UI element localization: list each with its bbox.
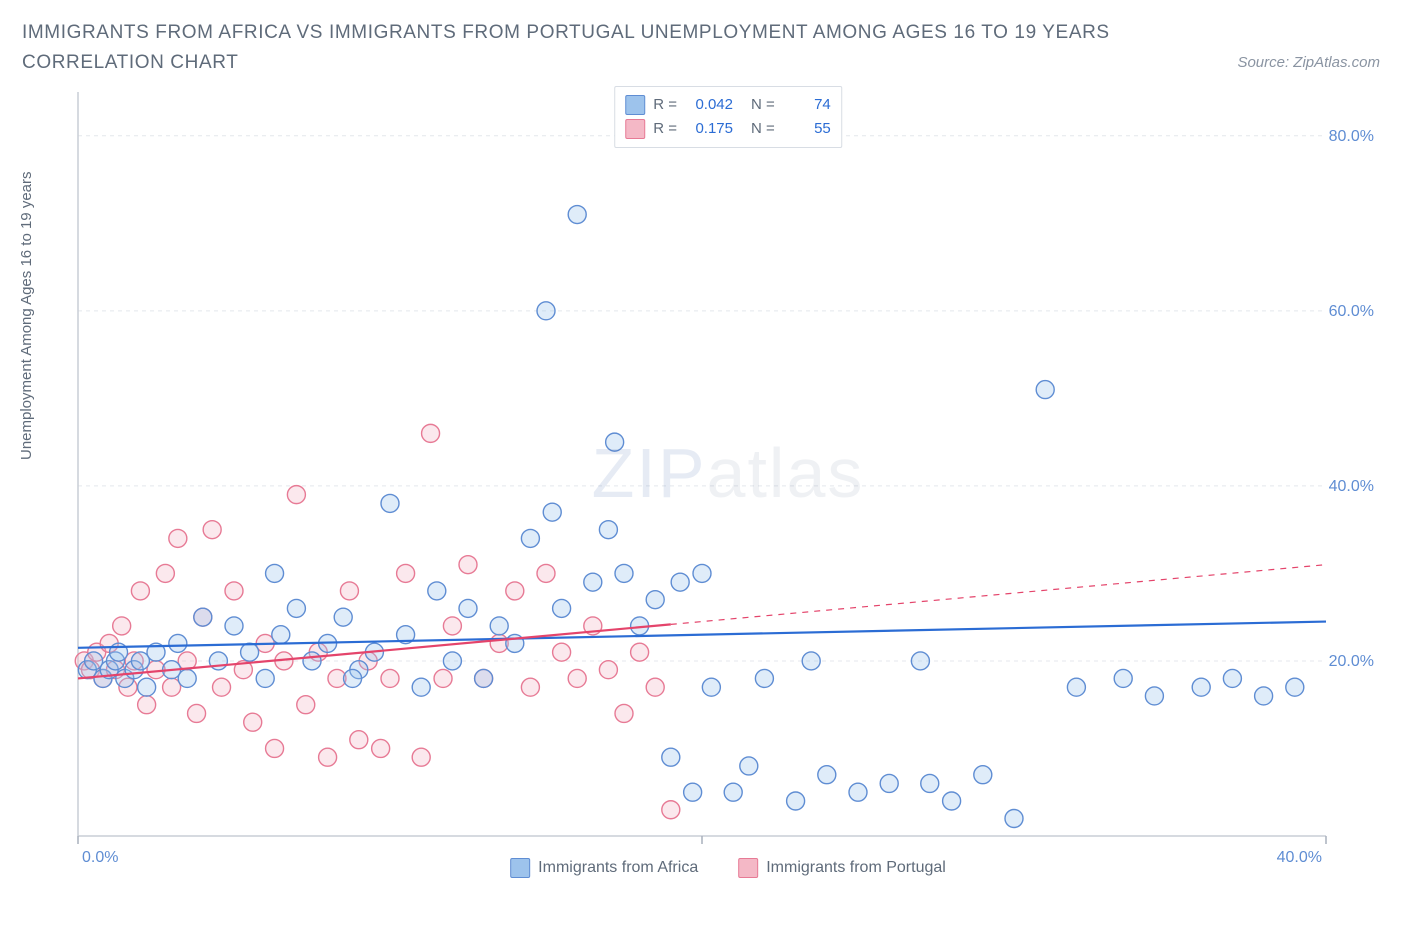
r-value-africa: 0.042 [685,93,733,117]
legend-swatch-africa [510,858,530,878]
legend-item-portugal: Immigrants from Portugal [738,858,946,878]
svg-text:40.0%: 40.0% [1277,849,1322,866]
stats-row-africa: R = 0.042 N = 74 [625,93,831,117]
legend-label-africa: Immigrants from Africa [538,859,698,877]
n-value-africa: 74 [783,93,831,117]
swatch-africa [625,95,645,115]
svg-text:20.0%: 20.0% [1329,653,1374,670]
legend-item-africa: Immigrants from Africa [510,858,698,878]
swatch-portugal [625,119,645,139]
svg-text:40.0%: 40.0% [1329,478,1374,495]
n-label: N = [751,93,775,117]
chart-title: IMMIGRANTS FROM AFRICA VS IMMIGRANTS FRO… [22,18,1122,79]
series-legend: Immigrants from Africa Immigrants from P… [510,858,946,878]
svg-text:0.0%: 0.0% [82,849,118,866]
stats-legend: R = 0.042 N = 74 R = 0.175 N = 55 [614,86,842,148]
legend-swatch-portugal [738,858,758,878]
source-attribution: Source: ZipAtlas.com [1237,54,1380,71]
r-label: R = [653,93,677,117]
scatter-plot-svg: 0.0% 40.0% 20.0% 40.0% 60.0% 80.0% [70,86,1386,876]
legend-label-portugal: Immigrants from Portugal [766,859,946,877]
chart-header: IMMIGRANTS FROM AFRICA VS IMMIGRANTS FRO… [0,0,1406,79]
stats-row-portugal: R = 0.175 N = 55 [625,117,831,141]
svg-text:80.0%: 80.0% [1329,128,1374,145]
y-axis-label: Unemployment Among Ages 16 to 19 years [18,171,35,460]
r-label: R = [653,117,677,141]
plot-area: 0.0%40.0%20.0%40.0%60.0%80.0% ZIPatlas R… [70,86,1386,876]
r-value-portugal: 0.175 [685,117,733,141]
svg-text:60.0%: 60.0% [1329,303,1374,320]
n-label: N = [751,117,775,141]
n-value-portugal: 55 [783,117,831,141]
